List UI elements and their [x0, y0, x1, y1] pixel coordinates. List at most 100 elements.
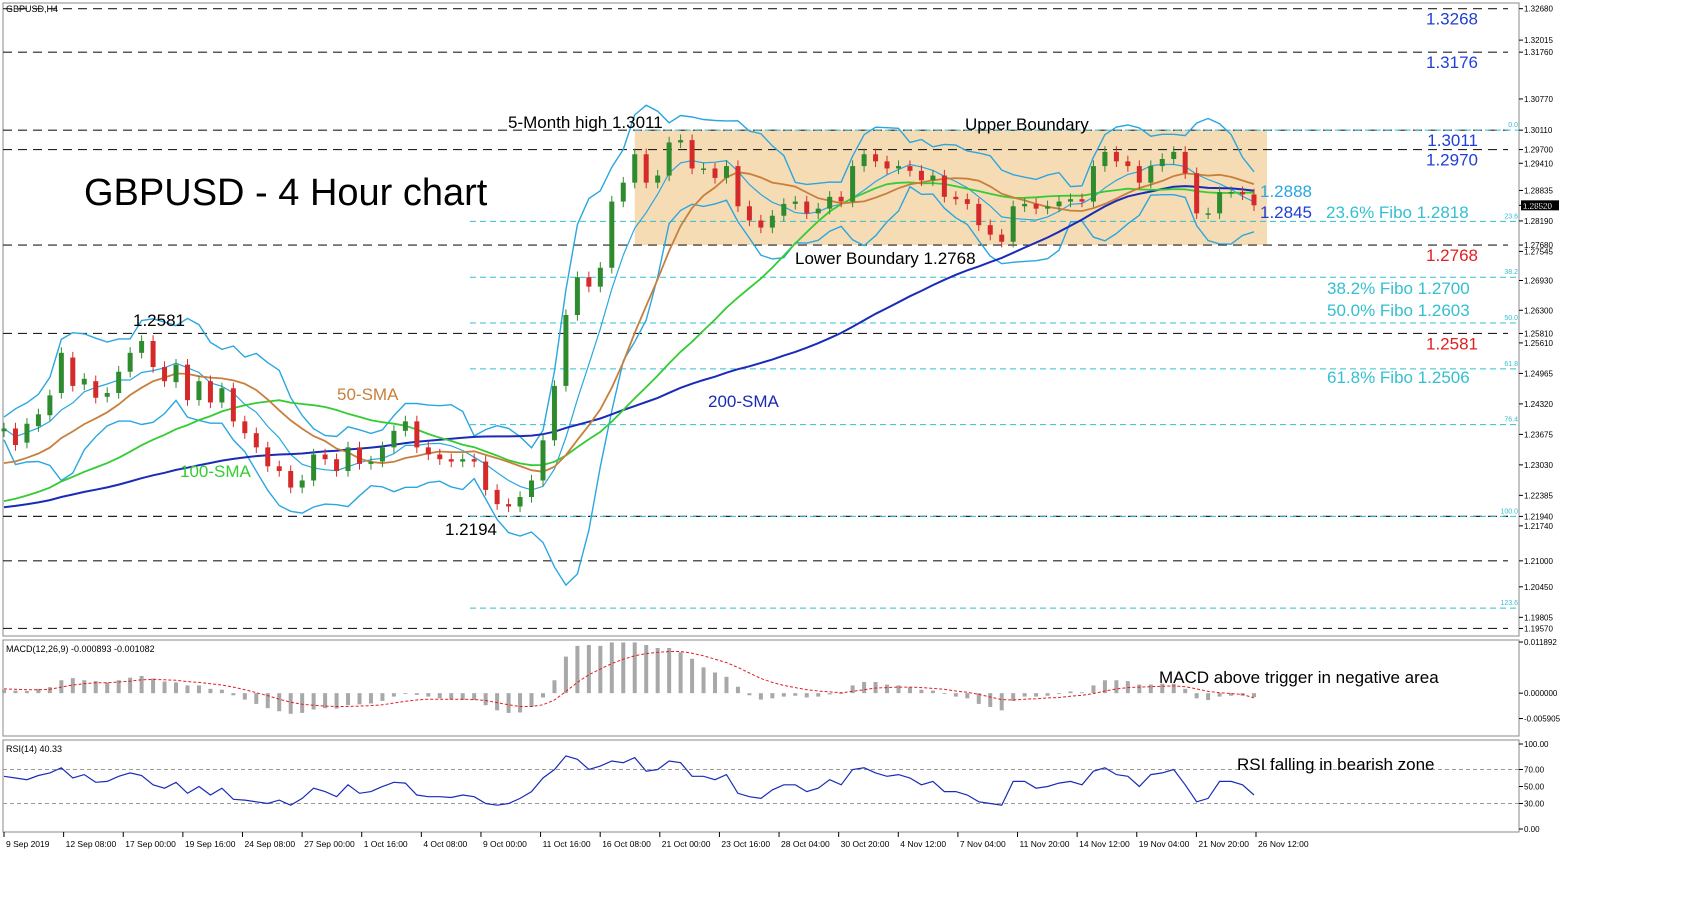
x-tick-label-2: 17 Sep 00:00	[125, 839, 176, 849]
macd-bar-97	[1114, 680, 1119, 694]
macd-bar-18	[208, 688, 213, 694]
macd-tick-label-2: -0.005905	[1524, 715, 1561, 724]
macd-bar-59	[678, 652, 683, 694]
rsi-tick-label-1: 70.00	[1524, 766, 1545, 775]
macd-bar-107	[1229, 693, 1234, 696]
y-tick-label-8: 1.28520	[1524, 201, 1553, 210]
macd-bar-79	[907, 687, 912, 694]
candle-body-108	[1240, 192, 1246, 195]
candle-body-30	[345, 447, 351, 472]
x-tick-label-8: 9 Oct 00:00	[483, 839, 527, 849]
candle-body-79	[907, 166, 913, 171]
macd-bar-42	[483, 693, 488, 706]
candle-body-65	[746, 206, 752, 221]
y-tick-label-3: 1.30770	[1524, 95, 1553, 104]
candle-body-13	[150, 341, 156, 368]
macd-bar-11	[128, 677, 133, 694]
candle-body-100	[1148, 166, 1154, 183]
fibo-ratio-4: 61.8	[1504, 361, 1518, 368]
x-tick-label-1: 12 Sep 08:00	[66, 839, 117, 849]
y-tick-label-2: 1.31760	[1524, 48, 1553, 57]
macd-bar-23	[265, 693, 270, 709]
macd-bar-94	[1079, 692, 1084, 694]
fibo-ratio-6: 100.0	[1500, 508, 1518, 515]
x-tick-label-9: 11 Oct 16:00	[543, 839, 591, 849]
macd-bar-7	[82, 680, 87, 694]
macd-bar-61	[701, 667, 706, 694]
y-tick-label-25: 1.19805	[1524, 613, 1553, 622]
macd-bar-29	[334, 693, 339, 709]
candle-body-105	[1205, 213, 1211, 215]
macd-bar-32	[368, 693, 373, 704]
candle-body-9	[104, 393, 110, 397]
macd-bar-31	[357, 693, 362, 705]
macd-bar-96	[1102, 680, 1107, 694]
macd-bar-47	[540, 693, 545, 698]
macd-bar-54	[621, 642, 626, 694]
macd-bar-65	[747, 693, 752, 696]
macd-bar-55	[632, 642, 637, 694]
macd-bar-50	[575, 645, 580, 694]
candle-body-5	[58, 352, 64, 394]
x-tick-label-7: 4 Oct 08:00	[423, 839, 467, 849]
macd-bar-100	[1148, 684, 1153, 694]
macd-bar-0	[2, 689, 6, 694]
candle-body-74	[850, 166, 856, 202]
candle-body-71	[815, 208, 821, 214]
macd-bar-44	[506, 693, 511, 713]
candle-body-75	[861, 154, 867, 167]
macd-bar-35	[403, 693, 408, 695]
macd-bar-93	[1068, 691, 1073, 694]
sma100-line	[3, 181, 1254, 502]
candle-body-16	[184, 364, 190, 401]
candle-body-94	[1079, 199, 1085, 202]
candle-body-47	[540, 440, 546, 481]
macd-bar-19	[219, 689, 224, 694]
fibo-382-label: 38.2% Fibo 1.2700	[1327, 279, 1470, 298]
candle-body-102	[1171, 151, 1177, 160]
five-month-high-label: 5-Month high 1.3011	[508, 113, 663, 132]
candle-body-76	[873, 154, 879, 162]
candle-body-34	[391, 430, 397, 448]
candle-body-107	[1228, 192, 1234, 194]
candle-body-31	[357, 447, 363, 464]
candle-body-109	[1251, 194, 1257, 206]
macd-bar-58	[667, 648, 672, 694]
rsi-title: RSI(14) 40.33	[6, 744, 62, 754]
x-tick-label-10: 16 Oct 08:00	[602, 839, 651, 849]
y-tick-label-17: 1.24320	[1524, 400, 1553, 409]
x-tick-label-0: 9 Sep 2019	[6, 839, 50, 849]
candle-body-96	[1102, 151, 1108, 167]
candle-body-38	[437, 454, 443, 460]
candle-body-7	[81, 378, 87, 385]
candle-body-63	[723, 166, 729, 178]
candle-body-33	[379, 447, 385, 462]
candle-body-12	[139, 341, 145, 353]
macd-bar-4	[47, 687, 52, 694]
current-price-box	[1521, 200, 1559, 211]
macd-bar-46	[529, 693, 534, 707]
chart-title: GBPUSD,H4	[6, 4, 58, 14]
macd-bar-77	[885, 684, 890, 694]
macd-panel	[2, 639, 1520, 737]
headline: GBPUSD - 4 Hour chart	[84, 172, 488, 214]
macd-bar-15	[174, 682, 179, 694]
candle-body-15	[173, 364, 179, 383]
fibo-ratio-0: 0.0	[1508, 122, 1518, 129]
candle-body-51	[586, 277, 592, 287]
macd-bar-14	[162, 681, 167, 694]
x-tick-label-15: 4 Nov 12:00	[900, 839, 946, 849]
level-label-4: 1.2768	[1426, 246, 1478, 265]
bollinger-lower	[3, 185, 1255, 587]
y-tick-label-11: 1.27545	[1524, 247, 1553, 256]
macd-bar-37	[426, 693, 431, 697]
x-tick-label-17: 11 Nov 20:00	[1020, 839, 1070, 849]
macd-bar-67	[770, 693, 775, 699]
y-tick-label-20: 1.22385	[1524, 491, 1553, 500]
x-tick-label-21: 26 Nov 12:00	[1258, 839, 1309, 849]
macd-bar-78	[896, 685, 901, 694]
macd-bar-13	[151, 678, 156, 694]
y-tick-label-13: 1.26300	[1524, 306, 1553, 315]
level-label-5: 1.2581	[1426, 334, 1478, 353]
